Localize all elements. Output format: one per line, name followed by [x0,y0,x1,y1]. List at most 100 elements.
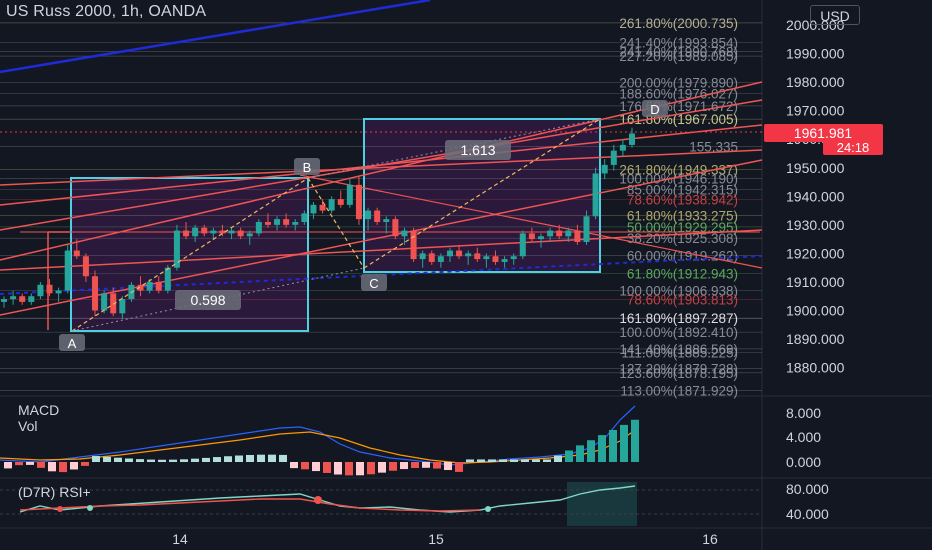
macd-histogram-bar [345,462,353,475]
macd-histogram-bar [147,460,155,462]
candle [620,145,626,151]
candle [329,199,335,210]
volume-label: Vol [18,418,37,434]
macd-histogram-bar [367,462,375,474]
candle [611,151,617,165]
candle [383,219,389,222]
candle [529,233,535,239]
candle [119,299,125,313]
candle [474,253,480,259]
candle [492,256,498,262]
currency-button[interactable]: USD [810,5,860,25]
candle [238,231,244,237]
price-axis-label: 1920.000 [786,245,845,261]
candle [301,213,307,222]
macd-histogram-bar [334,462,342,475]
candle [502,259,508,262]
macd-histogram-bar [499,459,507,462]
time-label: 14 [172,531,188,547]
candle [1,299,7,302]
price-axis-label: 1910.000 [786,274,845,290]
macd-histogram-bar [224,456,232,462]
macd-histogram-bar [114,458,122,462]
candle [538,236,544,239]
macd-histogram-bar [158,460,166,462]
candle [483,256,489,259]
macd-histogram-bar [411,462,419,468]
candle [47,285,53,294]
price-axis-label: 1890.000 [786,331,845,347]
macd-histogram-bar [532,459,540,462]
candle [547,231,553,237]
candle [147,282,153,291]
macd-histogram-bar [136,459,144,462]
symbol-title[interactable]: US Russ 2000, 1h, OANDA [6,3,206,21]
price-axis-label: 1900.000 [786,303,845,319]
macd-histogram-bar [598,435,606,462]
candle [593,173,599,216]
macd-histogram-bar [620,425,628,462]
price-axis-label: 1980.000 [786,74,845,90]
macd-histogram-bar [81,462,89,466]
candle [10,296,16,299]
macd-histogram-bar [37,462,45,468]
candle [201,228,207,234]
last-price-value: 1961.981 [794,125,853,141]
candle [83,256,89,276]
fib-level-label: 161.80%(1897.287) [619,311,738,326]
price-axis-label: 1990.000 [786,46,845,62]
candle [574,231,580,242]
macd-histogram-bar [213,457,221,462]
macd-histogram-bar [125,458,133,462]
macd-histogram-bar [576,445,584,462]
macd-label: MACD [18,402,59,418]
candle [465,253,471,256]
macd-histogram-bar [202,458,210,462]
fib-level-label: 78.60%(1938.942) [627,192,738,207]
macd-histogram-bar [290,462,298,468]
fib-level-label: 78.60%(1903.813) [627,293,738,308]
rsi-axis-label: 40.000 [786,506,829,522]
candle [583,216,589,242]
candle [411,231,417,260]
macd-histogram-bar [565,450,573,462]
time-label: 16 [702,531,718,547]
candle [365,211,371,220]
macd-histogram-bar [389,462,397,471]
macd-histogram-bar [268,455,276,462]
candle [374,211,380,222]
bar-countdown: 24:18 [837,140,870,155]
macd-histogram-bar [323,462,331,473]
macd-histogram-bar [4,462,12,468]
candle [602,165,608,174]
macd-histogram-bar [444,462,452,470]
candle [229,231,235,234]
candle [420,253,426,259]
rsi-label: (D7R) RSI+ [18,484,91,500]
candle [356,185,362,219]
macd-histogram-bar [92,456,100,462]
macd-histogram-bar [48,462,56,471]
macd-histogram-bar [169,460,177,462]
candle [183,231,189,237]
candle [192,228,198,237]
price-axis-label: 1930.000 [786,217,845,233]
candle [565,231,571,237]
candle [392,219,398,236]
price-axis-label: 1950.000 [786,160,845,176]
candle [210,231,216,234]
macd-histogram-bar [422,462,430,468]
price-axis-label: 1880.000 [786,360,845,376]
fib-level-label: 111.00%(1885.225) [621,346,738,361]
ratio-label: 0.598 [190,292,225,308]
macd-histogram-bar [510,459,518,462]
candle [310,205,316,214]
macd-histogram-bar [70,462,78,469]
candle [28,296,34,302]
candle [556,231,562,237]
macd-histogram-bar [521,459,529,462]
candle [101,293,107,310]
macd-histogram-bar [477,459,485,462]
macd-histogram-bar [59,462,67,472]
